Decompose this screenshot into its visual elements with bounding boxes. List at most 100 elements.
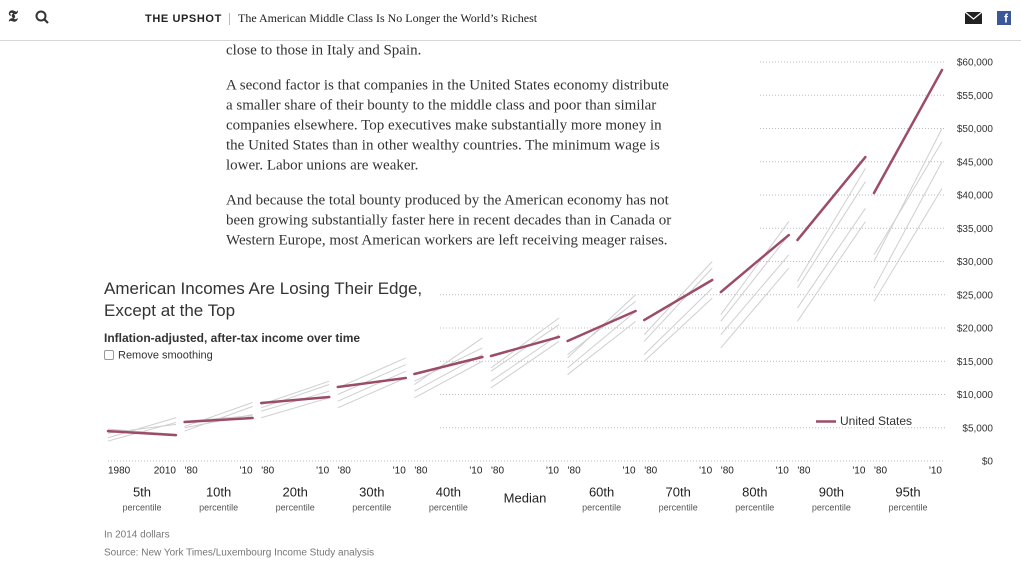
x-tick-label: '80 [261,466,274,477]
paragraph-line: companies elsewhere. Top executives make… [226,117,662,133]
nyt-logo[interactable]: 𝕿 [8,9,18,26]
country-line [184,402,253,427]
us-line [489,335,561,358]
y-tick-label: $45,000 [957,157,994,168]
panel-sublabel: percentile [429,502,468,512]
x-tick-label: '80 [721,466,734,477]
mail-icon[interactable] [964,11,983,24]
panel-label: 20th [283,484,308,499]
section-name[interactable]: THE UPSHOT [145,13,222,25]
country-line [873,128,943,262]
panel-sublabel: percentile [199,502,238,512]
panel-label: Median [504,490,547,505]
x-tick-label: '10 [776,466,789,477]
country-line [261,384,330,409]
panel-sublabel: percentile [582,502,621,512]
panel-label: 10th [206,484,231,499]
panel-label: 30th [359,484,384,499]
x-tick-label: '80 [185,466,198,477]
paragraph-line: the United States than in other wealthy … [226,137,660,153]
country-line [107,421,177,442]
country-line [720,254,790,335]
y-tick-label: $15,000 [957,357,994,368]
facebook-icon[interactable]: f [997,11,1011,26]
panel-label: 70th [666,484,691,499]
y-tick-label: $20,000 [957,324,994,335]
y-tick-label: $35,000 [957,224,994,235]
x-tick-label: '10 [393,466,406,477]
us-line [642,278,714,322]
us-line [719,233,791,294]
headline: The American Middle Class Is No Longer t… [238,11,538,25]
panel-label: 80th [742,484,767,499]
panel-sublabel: percentile [812,502,851,512]
country-line [414,337,483,385]
x-tick-label: '10 [852,466,865,477]
us-line [336,376,408,389]
country-line [796,168,866,282]
y-tick-label: $25,000 [957,290,994,301]
y-tick-label: $55,000 [957,91,994,102]
toggle-label[interactable]: Remove smoothing [118,349,213,361]
y-tick-label: $30,000 [957,257,994,268]
country-line [490,340,560,389]
country-line [107,417,177,439]
x-tick-label: '80 [797,466,810,477]
chart-title: American Incomes Are Losing Their Edge, E… [104,279,422,320]
us-line [872,68,944,195]
panel-label: 5th [133,484,151,499]
paragraph-line: lower. Labor unions are weaker. [226,157,418,173]
x-tick-label: '10 [240,466,253,477]
x-tick-label: '80 [874,466,887,477]
x-tick-label: '80 [568,466,581,477]
country-line [414,360,483,399]
y-tick-label: $0 [982,457,994,468]
chart-note: In 2014 dollars [104,530,170,541]
country-line [873,141,943,256]
country-line [261,380,330,405]
country-line [796,181,866,289]
country-line [643,267,713,342]
article: close to those in Italy and Spain. A seco… [226,42,671,248]
x-tick-label: 1980 [108,466,131,477]
us-line [259,395,331,405]
toggle-checkbox[interactable] [104,350,114,360]
panel-label: 90th [819,484,844,499]
country-line [490,324,560,372]
x-tick-label: '80 [338,466,351,477]
legend-label: United States [840,414,912,428]
panel-label: 60th [589,484,614,499]
country-line [873,188,943,302]
country-line [337,377,407,409]
country-line [337,370,407,402]
paragraph-line: And because the total bounty produced by… [226,192,670,208]
country-line [567,301,636,355]
x-tick-label: '80 [644,466,657,477]
x-tick-label: '10 [929,466,942,477]
paragraph-line: been growing substantially faster here i… [226,212,671,228]
y-tick-label: $40,000 [957,191,994,202]
panel-sublabel: percentile [735,502,774,512]
country-line [720,221,790,315]
country-line [567,320,636,375]
panel-sublabel: percentile [276,502,315,512]
country-line [873,161,943,289]
paragraph-line: close to those in Italy and Spain. [226,42,421,58]
us-line [106,429,178,437]
country-line [796,208,866,309]
country-line [720,267,790,349]
x-tick-label: '80 [491,466,504,477]
y-tick-label: $5,000 [962,423,993,434]
country-line [567,310,636,369]
x-tick-label: '10 [623,466,636,477]
country-line [490,317,560,369]
search-icon[interactable] [35,10,49,24]
panel-sublabel: percentile [888,502,927,512]
x-tick-label: '10 [546,466,559,477]
header-bar [0,0,1021,40]
x-tick-label: '80 [414,466,427,477]
us-line [413,355,484,376]
x-tick-label: '10 [469,466,482,477]
